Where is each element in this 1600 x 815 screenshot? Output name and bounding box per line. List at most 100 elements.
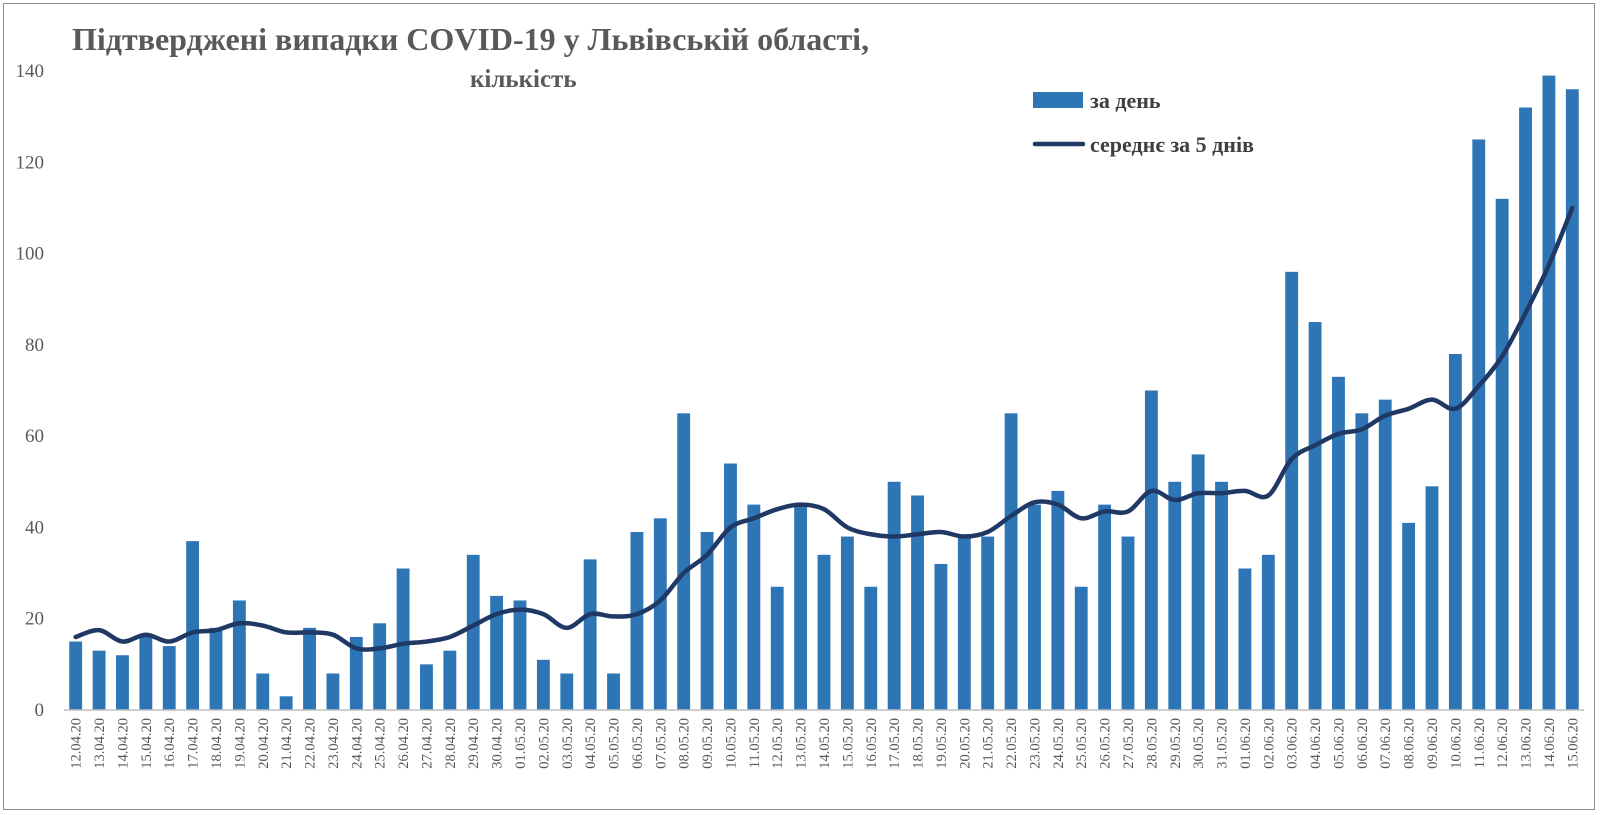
legend-bar-label: за день (1090, 88, 1161, 113)
bar (560, 673, 574, 710)
bar (1051, 490, 1065, 710)
x-tick-label: 29.04.20 (466, 718, 482, 769)
bar (186, 541, 200, 710)
bar (69, 641, 83, 710)
x-tick-label: 21.04.20 (279, 718, 295, 769)
x-tick-label: 19.05.20 (934, 718, 950, 769)
bar (957, 536, 971, 710)
bar (1144, 390, 1158, 710)
bar (326, 673, 340, 710)
bar (1098, 504, 1112, 710)
bar (653, 518, 667, 710)
x-tick-label: 05.06.20 (1331, 718, 1347, 769)
x-tick-label: 02.06.20 (1261, 718, 1277, 769)
x-tick-label: 28.05.20 (1144, 718, 1160, 769)
x-tick-label: 30.05.20 (1191, 718, 1207, 769)
bar (1542, 75, 1556, 710)
y-tick-label: 20 (25, 609, 44, 630)
x-tick-label: 31.05.20 (1215, 718, 1231, 769)
y-tick-label: 0 (35, 700, 45, 721)
bar (232, 600, 246, 710)
x-tick-label: 14.06.20 (1542, 718, 1558, 769)
bar (1308, 322, 1322, 710)
bar (443, 650, 457, 710)
bar (116, 655, 129, 710)
bar (630, 531, 644, 710)
bar (279, 696, 293, 710)
x-tick-label: 20.04.20 (256, 718, 272, 769)
bar (92, 650, 106, 710)
legend-bar-swatch (1033, 92, 1083, 108)
bar (1285, 271, 1299, 710)
x-tick-label: 06.06.20 (1355, 718, 1371, 769)
x-tick-label: 28.04.20 (443, 718, 459, 769)
bar (1261, 554, 1275, 710)
chart-title: Підтверджені випадки COVID-19 у Львівськ… (72, 21, 869, 57)
bar (1378, 399, 1392, 710)
x-tick-label: 29.05.20 (1168, 718, 1184, 769)
x-tick-label: 27.04.20 (419, 718, 435, 769)
x-tick-label: 27.05.20 (1121, 718, 1137, 769)
bar (677, 413, 691, 710)
x-tick-label: 22.05.20 (1004, 718, 1020, 769)
legend-line-label: середнє за 5 днів (1090, 132, 1254, 157)
x-tick-label: 03.05.20 (560, 718, 576, 769)
bar (770, 586, 784, 710)
bar (981, 536, 995, 710)
bar (420, 664, 433, 710)
x-tick-label: 10.05.20 (723, 718, 739, 769)
bar (1448, 353, 1462, 710)
x-tick-label: 05.05.20 (607, 718, 623, 769)
x-tick-label: 23.05.20 (1027, 718, 1043, 769)
bar (373, 623, 387, 710)
x-tick-label: 23.04.20 (326, 718, 342, 769)
x-tick-label: 16.05.20 (864, 718, 880, 769)
bar (864, 586, 878, 710)
bar (1191, 454, 1205, 710)
x-tick-label: 26.05.20 (1098, 718, 1114, 769)
y-tick-label: 140 (16, 61, 45, 82)
bar (1519, 107, 1532, 710)
bar (1402, 522, 1416, 710)
x-tick-label: 01.06.20 (1238, 718, 1254, 769)
x-tick-label: 22.04.20 (303, 718, 319, 769)
x-tick-label: 25.05.20 (1074, 718, 1090, 769)
x-tick-label: 26.04.20 (396, 718, 412, 769)
chart-subtitle: кількість (470, 66, 577, 93)
x-tick-label: 30.04.20 (490, 718, 506, 769)
y-tick-label: 40 (25, 517, 44, 538)
y-tick-label: 100 (16, 244, 45, 265)
bar (513, 600, 527, 710)
bar (1028, 504, 1041, 710)
bar (162, 646, 176, 710)
x-tick-label: 07.05.20 (653, 718, 669, 769)
x-axis: 12.04.20 13.04.20 14.04.20 15.04.20 16.04.20… (69, 718, 1582, 769)
x-tick-label: 12.04.20 (69, 718, 85, 769)
bar (1565, 89, 1579, 710)
x-tick-label: 08.05.20 (677, 718, 693, 769)
x-tick-label: 04.05.20 (583, 718, 599, 769)
x-tick-label: 12.06.20 (1495, 718, 1511, 769)
bar (1074, 586, 1088, 710)
x-tick-label: 14.04.20 (115, 718, 131, 769)
x-tick-label: 14.05.20 (817, 718, 833, 769)
x-tick-label: 02.05.20 (536, 718, 552, 769)
bar (1215, 481, 1228, 710)
bar (724, 463, 737, 710)
bar (700, 531, 714, 710)
bar (256, 673, 270, 710)
x-tick-label: 06.05.20 (630, 718, 646, 769)
x-tick-label: 01.05.20 (513, 718, 529, 769)
y-tick-label: 60 (25, 426, 44, 447)
x-tick-label: 11.05.20 (747, 718, 763, 768)
bar (1495, 198, 1509, 711)
bar (1425, 486, 1439, 710)
x-tick-label: 04.06.20 (1308, 718, 1324, 769)
x-tick-label: 09.06.20 (1425, 718, 1441, 769)
x-tick-label: 16.04.20 (162, 718, 178, 769)
x-tick-label: 25.04.20 (373, 718, 389, 769)
bar (396, 568, 410, 710)
x-tick-label: 19.04.20 (232, 718, 248, 769)
x-tick-label: 24.05.20 (1051, 718, 1067, 769)
